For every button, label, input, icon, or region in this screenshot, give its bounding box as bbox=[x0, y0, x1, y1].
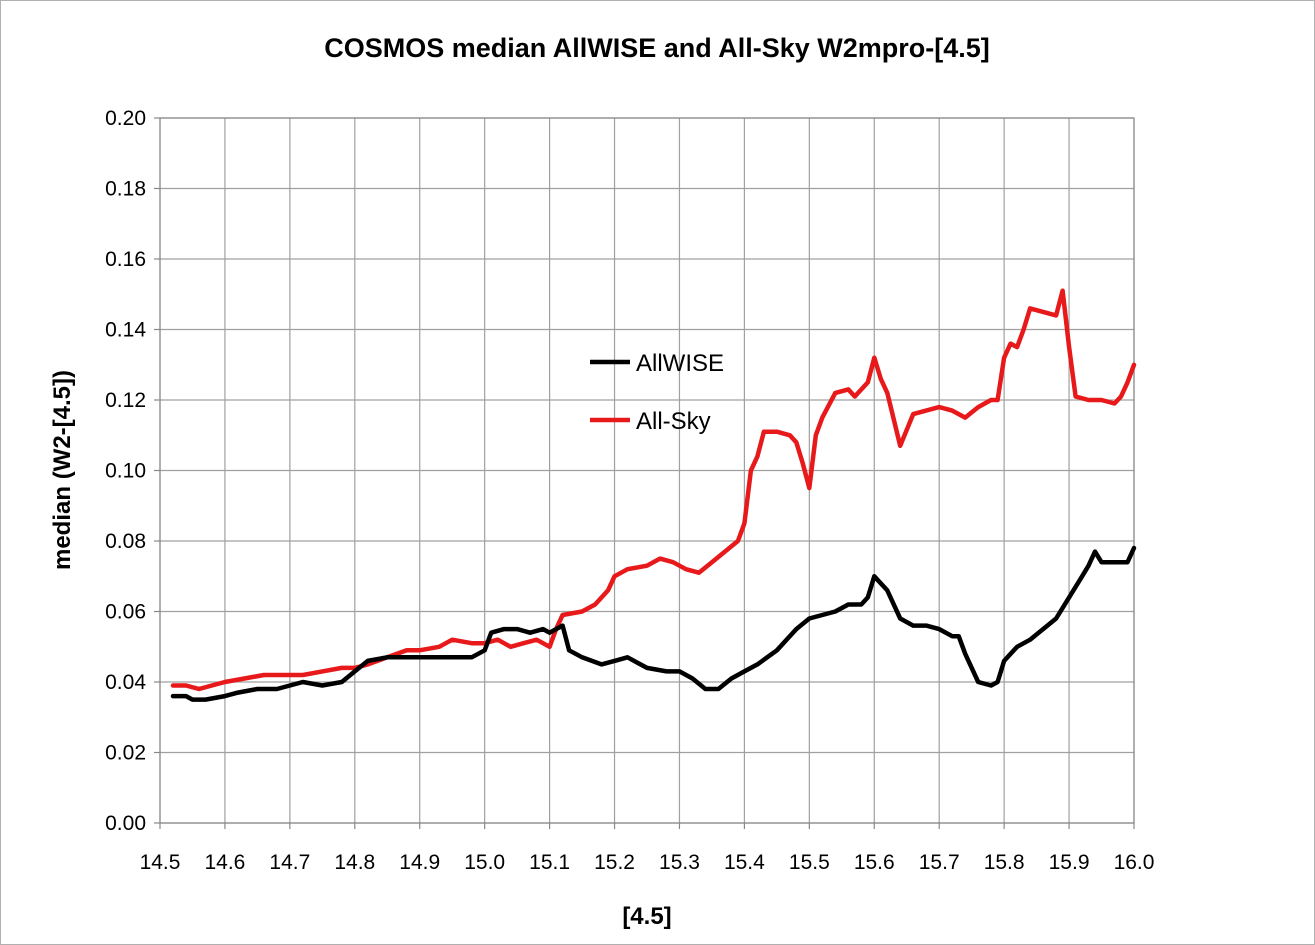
x-tick-label: 14.9 bbox=[399, 851, 440, 874]
legend: AllWISE All-Sky bbox=[590, 350, 724, 435]
legend-label: AllWISE bbox=[636, 350, 724, 377]
y-tick-label: 0.20 bbox=[105, 107, 146, 130]
chart-title: COSMOS median AllWISE and All-Sky W2mpro… bbox=[324, 33, 990, 63]
x-tick-label: 14.5 bbox=[140, 851, 181, 874]
y-tick-label: 0.10 bbox=[105, 460, 146, 483]
x-tick-label: 14.6 bbox=[204, 851, 245, 874]
x-tick-label: 15.3 bbox=[659, 851, 700, 874]
x-axis-title: [4.5] bbox=[622, 903, 671, 930]
x-tick-label: 15.8 bbox=[984, 851, 1025, 874]
x-tick-label: 14.7 bbox=[269, 851, 310, 874]
y-tick-label: 0.08 bbox=[105, 530, 146, 553]
series-line-allwise bbox=[170, 545, 1137, 702]
series-line-all-sky bbox=[170, 288, 1137, 692]
x-axis-ticks: 14.5 14.6 14.7 14.8 14.9 15.0 15.1 15.2 15.3 15.4… bbox=[140, 823, 1155, 874]
y-tick-label: 0.02 bbox=[105, 742, 146, 765]
x-tick-label: 15.0 bbox=[464, 851, 505, 874]
x-tick-label: 15.2 bbox=[594, 851, 635, 874]
y-tick-label: 0.14 bbox=[105, 319, 146, 342]
y-tick-label: 0.06 bbox=[105, 601, 146, 624]
y-axis-title: median (W2-[4.5]) bbox=[49, 370, 76, 570]
y-tick-label: 0.18 bbox=[105, 178, 146, 201]
x-tick-label: 15.9 bbox=[1049, 851, 1090, 874]
grid bbox=[159, 117, 1135, 824]
x-tick-label: 14.8 bbox=[334, 851, 375, 874]
x-tick-label: 15.5 bbox=[789, 851, 830, 874]
x-tick-label: 15.1 bbox=[529, 851, 570, 874]
y-tick-label: 0.00 bbox=[105, 812, 146, 835]
x-tick-label: 15.6 bbox=[854, 851, 895, 874]
x-tick-label: 15.4 bbox=[724, 851, 765, 874]
legend-label: All-Sky bbox=[636, 408, 711, 435]
y-tick-label: 0.12 bbox=[105, 389, 146, 412]
x-tick-label: 15.7 bbox=[919, 851, 960, 874]
y-axis-ticks: 0.00 0.02 0.04 0.06 0.08 0.10 0.12 0.14 0.16 0.18… bbox=[105, 107, 160, 835]
y-tick-label: 0.16 bbox=[105, 248, 146, 271]
series bbox=[170, 288, 1137, 702]
y-tick-label: 0.04 bbox=[105, 671, 146, 694]
x-tick-label: 16.0 bbox=[1114, 851, 1155, 874]
